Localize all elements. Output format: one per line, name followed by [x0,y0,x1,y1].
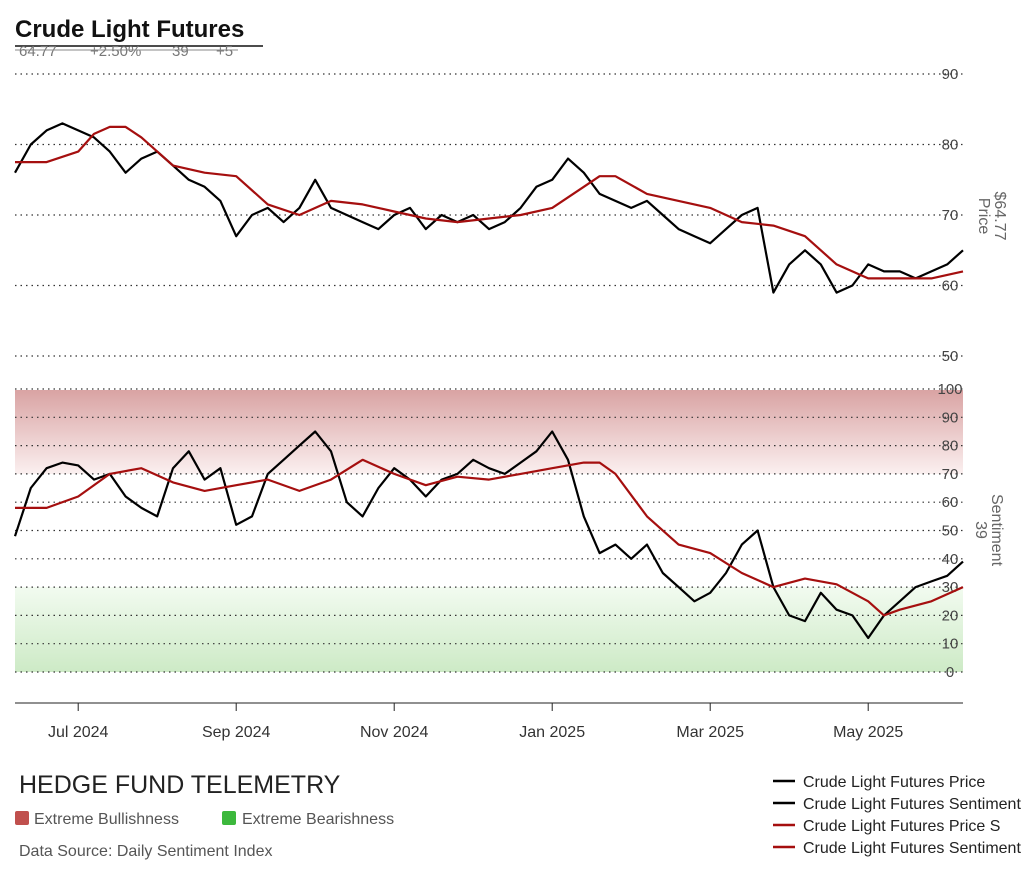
chart-title: Crude Light Futures [15,16,244,43]
price-line [14,122,964,294]
bullish-zone-label: Extreme Bullishness [34,811,179,828]
price-series-group [14,122,964,294]
sentiment-tick-label: 80 [942,438,959,455]
price-panel: 50 60 70 80 90 Price $64.77 [14,66,1008,365]
x-axis: Jul 2024 Sep 2024 Nov 2024 Jan 2025 Mar 2025… [15,702,963,741]
sentiment-tick-label: 40 [942,551,959,568]
bullish-swatch [15,811,29,825]
x-tick-label: Mar 2025 [676,724,744,741]
extreme-bearishness-band [15,587,963,672]
x-tick-label: May 2025 [833,724,903,741]
sentiment-tick-label: 0 [946,664,954,681]
price-axis-ticks: 50 60 70 80 90 [942,66,959,365]
data-source: Data Source: Daily Sentiment Index [19,843,272,860]
legend-entry-label: Crude Light Futures Price S [803,818,1000,835]
sentiment-tick-label: 100 [937,381,962,398]
price-axis-value: $64.77 [991,192,1008,241]
price-axis-label: Price [975,198,992,235]
sentiment-gridlines [15,388,963,673]
x-tick-label: Jul 2024 [48,724,109,741]
sentiment-series-group [13,430,964,640]
bearish-swatch [222,811,236,825]
legend-entry-label: Crude Light Futures Price [803,774,985,791]
sentiment-smoothed-line [15,458,964,617]
sentiment-tick-label: 10 [942,636,959,653]
legend-entry-label: Crude Light Futures Sentiment [803,840,1021,857]
sentiment-tick-label: 20 [942,607,959,624]
brand-name: HEDGE FUND TELEMETRY [19,771,341,799]
x-axis-ticks: Jul 2024 Sep 2024 Nov 2024 Jan 2025 Mar 2025… [48,703,903,741]
price-tick-label: 80 [942,137,959,154]
price-tick-label: 90 [942,66,959,83]
price-tick-label: 60 [942,278,959,295]
sentiment-axis-value: 39 [972,521,989,539]
sentiment-change: +5 [216,43,233,60]
x-tick-label: Nov 2024 [360,724,429,741]
x-tick-label: Jan 2025 [519,724,585,741]
sentiment-tick-label: 90 [942,409,959,426]
sentiment-tick-label: 60 [942,494,959,511]
price-tick-label: 50 [942,348,959,365]
sentiment-value: 39 [172,43,189,60]
last-price: 64.77 [19,43,57,60]
sentiment-tick-label: 50 [942,523,959,540]
series-legend: Crude Light Futures Price Crude Light Fut… [773,774,1021,857]
bearish-zone-label: Extreme Bearishness [242,811,394,828]
x-tick-label: Sep 2024 [202,724,271,741]
legend-entry-label: Crude Light Futures Sentiment [803,796,1021,813]
sentiment-tick-label: 70 [942,466,959,483]
price-smoothed-line [15,125,964,280]
price-change: +2.50% [90,43,141,60]
price-tick-label: 70 [942,207,959,224]
price-gridlines [15,73,963,357]
sentiment-line [13,430,964,640]
extreme-bullishness-band [15,390,963,474]
sentiment-axis-label: Sentiment [988,494,1005,567]
